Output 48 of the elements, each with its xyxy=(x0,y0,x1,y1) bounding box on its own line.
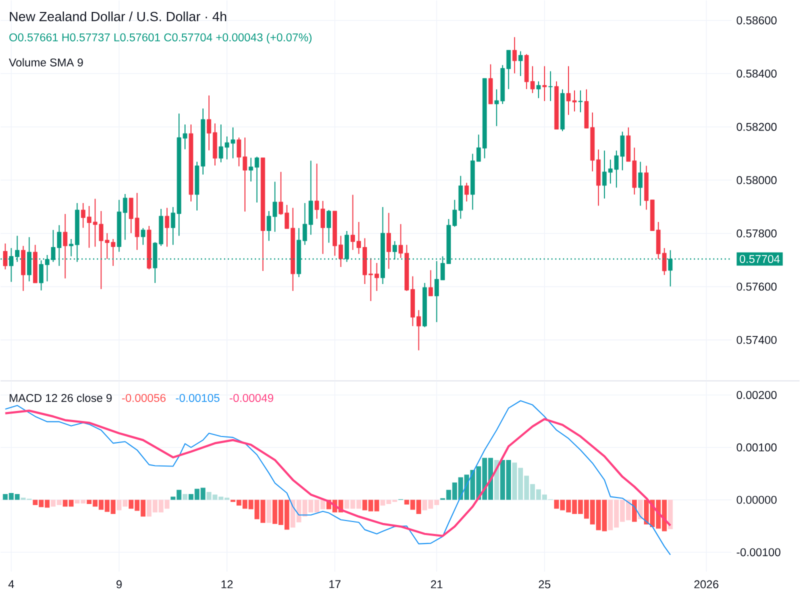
y-tick-label: 0.00000 xyxy=(736,496,777,504)
y-tick-label: 0.58400 xyxy=(736,70,777,78)
candlestick xyxy=(548,70,553,102)
candlestick xyxy=(536,81,541,99)
candlestick xyxy=(518,50,523,77)
line-series xyxy=(4,410,672,538)
candlestick xyxy=(542,66,547,102)
candlestick xyxy=(386,212,391,270)
candlestick xyxy=(140,228,146,246)
y-tick-label: 0.00100 xyxy=(736,444,777,452)
candlestick xyxy=(3,243,8,270)
y-tick-label: 0.57400 xyxy=(736,336,777,344)
x-tick-label: 17 xyxy=(329,580,341,588)
y-tick-label: 0.58600 xyxy=(736,16,777,25)
x-tick-label: 25 xyxy=(538,580,550,588)
x-tick-label: 9 xyxy=(116,580,122,588)
y-tick-label: 0.58200 xyxy=(736,123,777,132)
bar xyxy=(632,500,637,522)
line-series xyxy=(4,400,671,556)
y-tick-label: 0.57600 xyxy=(736,282,777,291)
text: -0.00049 xyxy=(230,394,274,402)
ref-line-label: 0.57704 xyxy=(740,255,780,264)
y-tick-label: -0.00100 xyxy=(736,548,780,556)
x-tick-label: 4 xyxy=(8,580,14,588)
y-tick-label: 0.58000 xyxy=(736,176,777,184)
text: New Zealand Dollar / U.S. Dollar · 4h xyxy=(10,12,226,22)
bar xyxy=(266,500,272,524)
text: -0.00056 xyxy=(122,394,166,402)
bar xyxy=(638,500,643,520)
annotation: Volume SMA 9 xyxy=(8,58,83,67)
candlestick xyxy=(638,161,643,206)
candlestick xyxy=(63,214,68,280)
y-tick-label: 0.00200 xyxy=(736,391,777,400)
candlestick xyxy=(512,36,517,74)
candlestick xyxy=(464,182,469,202)
candlestick xyxy=(578,90,583,113)
bar xyxy=(182,494,188,500)
candlestick xyxy=(428,270,433,297)
text: O0.57661 H0.57737 L0.57601 C0.57704 +0.00043 (+0.07%) xyxy=(9,33,312,44)
legend-title: MACD 12 26 close 9 xyxy=(10,394,112,402)
text: -0.00105 xyxy=(176,394,220,402)
candlestick xyxy=(164,208,170,248)
x-tick-label: 21 xyxy=(430,580,442,588)
x-tick-label: 2026 xyxy=(694,580,718,588)
bar xyxy=(668,500,673,530)
y-tick-label: 0.57800 xyxy=(736,230,777,238)
x-tick-label: 12 xyxy=(222,580,233,588)
candlestick xyxy=(326,210,332,244)
